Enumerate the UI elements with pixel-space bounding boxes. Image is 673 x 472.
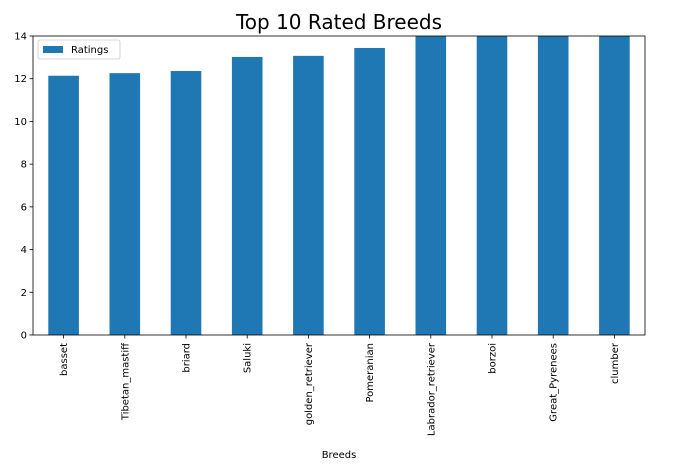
x-tick-label: Great_Pyrenees bbox=[549, 343, 560, 422]
bar-Saluki bbox=[231, 56, 263, 336]
bar-basset bbox=[48, 75, 79, 335]
bar-Great_Pyrenees bbox=[537, 36, 569, 335]
y-tick-label: 8 bbox=[21, 160, 27, 171]
legend-label: Ratings bbox=[71, 45, 108, 56]
y-tick-label: 6 bbox=[21, 202, 27, 213]
x-axis: basset Tibetan_mastiff briard Saluki golden_… bbox=[59, 335, 621, 436]
x-tick-label: Saluki bbox=[243, 343, 254, 373]
legend-box bbox=[37, 39, 121, 60]
y-tick-label: 2 bbox=[21, 288, 27, 299]
x-tick-label: basset bbox=[59, 343, 70, 376]
bar-Pomeranian bbox=[354, 47, 385, 336]
bar-clumber bbox=[599, 36, 630, 335]
y-tick-label: 10 bbox=[14, 117, 27, 128]
y-axis: 0 2 4 6 8 10 12 14 bbox=[14, 32, 33, 342]
bars-group bbox=[48, 36, 630, 336]
y-tick-label: 0 bbox=[21, 331, 27, 342]
x-tick-label: golden_retriever bbox=[304, 342, 315, 425]
y-tick-label: 4 bbox=[21, 245, 27, 256]
plot-frame bbox=[32, 35, 646, 336]
bar-Labrador_retriever bbox=[415, 36, 447, 335]
chart-title: Top 10 Rated Breeds bbox=[235, 10, 442, 34]
x-axis-label: Breeds bbox=[322, 450, 357, 461]
x-tick-label: Pomeranian bbox=[365, 343, 376, 403]
legend-swatch bbox=[43, 46, 63, 53]
x-tick-label: clumber bbox=[610, 342, 621, 384]
y-tick-label: 14 bbox=[14, 32, 27, 43]
y-tick-label: 12 bbox=[14, 74, 27, 85]
bar-golden_retriever bbox=[293, 55, 324, 335]
x-tick-label: briard bbox=[182, 343, 193, 373]
x-tick-label: Labrador_retriever bbox=[426, 342, 437, 436]
legend: Ratings bbox=[37, 39, 121, 60]
x-tick-label: borzoi bbox=[488, 343, 499, 374]
bar-borzoi bbox=[476, 36, 508, 335]
x-tick-label: Tibetan_mastiff bbox=[120, 342, 131, 421]
bar-briard bbox=[170, 71, 202, 336]
bar-Tibetan_mastiff bbox=[109, 73, 141, 335]
